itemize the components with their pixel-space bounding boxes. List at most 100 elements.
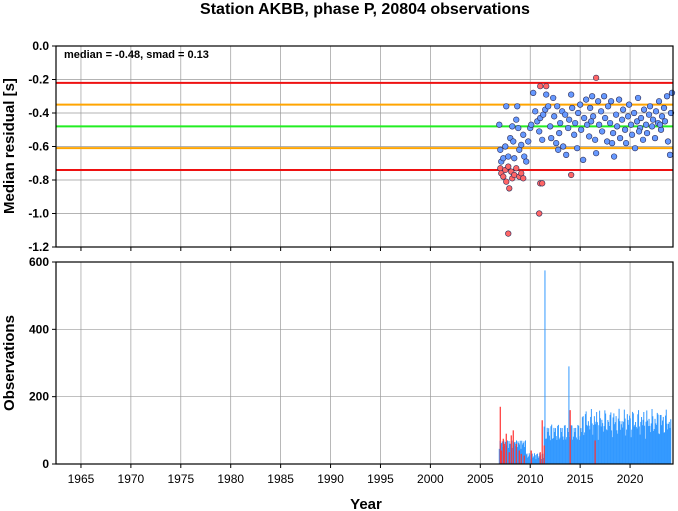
residual-point [510, 138, 517, 145]
observation-bar [663, 432, 665, 464]
observation-bar [576, 439, 578, 464]
observation-bar [584, 414, 586, 464]
observation-bar [644, 438, 646, 464]
observation-bar [567, 432, 569, 464]
observation-bar [650, 423, 652, 464]
residual-point [595, 98, 602, 105]
residual-point [562, 111, 569, 118]
observation-bar [528, 453, 530, 464]
outlier-bar [510, 435, 512, 464]
residual-point [664, 138, 672, 145]
observation-bar [587, 421, 589, 464]
observation-bar [601, 419, 603, 464]
observation-bar [561, 428, 563, 464]
residual-point [605, 103, 612, 110]
outlier-point [513, 165, 520, 172]
residual-panel: 0.0 -0.2 -0.4 -0.6 -0.8 -1.0 -1.2 [28, 39, 676, 254]
outlier-bar [523, 455, 525, 464]
residual-point [497, 146, 504, 153]
residual-point [571, 131, 578, 138]
observation-bar [548, 428, 550, 464]
observation-bar [592, 434, 594, 464]
residual-point [587, 104, 594, 112]
observation-bar [624, 418, 626, 464]
x-tick-label: 2015 [567, 472, 594, 486]
observation-bar [535, 459, 537, 464]
observation-bar [565, 439, 567, 464]
x-tick-label: 2005 [467, 472, 494, 486]
observation-bar [599, 418, 601, 464]
observation-bar [545, 438, 547, 464]
observation-bar [614, 424, 616, 464]
observation-bar [626, 429, 628, 464]
residual-point [630, 109, 638, 117]
observation-bar [583, 435, 585, 464]
observation-bar [533, 456, 535, 464]
observation-bar [558, 439, 560, 464]
outlier-point [536, 210, 543, 217]
observation-bar [543, 426, 545, 464]
observation-bar [646, 410, 648, 464]
x-tick-label: 1995 [367, 472, 394, 486]
observation-bar [598, 425, 600, 464]
residual-point [555, 146, 562, 153]
residual-point [642, 121, 650, 128]
chart-title: Station AKBB, phase P, 20804 observation… [200, 1, 530, 18]
observation-bar [633, 426, 635, 464]
observation-bar [613, 413, 615, 464]
y-tick-label: -0.4 [28, 106, 49, 120]
observation-bar [521, 444, 523, 464]
residual-point [612, 111, 620, 118]
residual-point [565, 124, 572, 132]
observation-bar [584, 432, 586, 464]
observation-bar [513, 442, 515, 464]
residual-point [536, 128, 543, 135]
residual-point [637, 114, 645, 122]
observation-bar [524, 440, 526, 464]
observation-bar [527, 457, 529, 464]
residual-point [520, 131, 527, 138]
observation-bar [635, 422, 637, 464]
observation-bar [602, 423, 604, 464]
residual-point [496, 121, 503, 128]
observation-bar [649, 425, 651, 464]
residual-point [668, 89, 676, 96]
residual-point [518, 141, 525, 148]
observation-bar [557, 425, 559, 464]
observation-bar [611, 437, 613, 464]
observation-bar [570, 425, 572, 464]
residual-point [556, 130, 563, 137]
observation-bar [593, 424, 595, 464]
residual-point [645, 111, 653, 118]
observation-bar [604, 410, 606, 464]
observation-bar [635, 426, 637, 464]
residual-point [572, 119, 579, 127]
residual-point [583, 96, 590, 103]
observation-bar [647, 426, 649, 464]
residual-point [598, 108, 605, 115]
residual-point [502, 143, 509, 150]
observation-bar [605, 429, 607, 464]
residual-point [628, 131, 636, 138]
x-tick-label: 1970 [118, 472, 145, 486]
observation-bar [514, 441, 516, 464]
residual-point [607, 119, 614, 127]
observation-bar [603, 426, 605, 464]
observation-bar [619, 421, 621, 464]
observation-bar [654, 418, 656, 464]
observation-bar [634, 424, 636, 464]
observation-bar [550, 426, 552, 464]
observation-bar [606, 430, 608, 464]
outlier-bar [508, 452, 510, 464]
residual-point [550, 94, 557, 102]
observation-bar [554, 431, 556, 464]
residual-y-axis-label: Median residual [s] [1, 78, 18, 214]
observation-bar [596, 422, 598, 464]
observation-bar [638, 426, 640, 464]
observation-bar [593, 416, 595, 464]
observation-bar [538, 456, 540, 464]
observation-bar [525, 454, 527, 464]
observation-bar [614, 422, 616, 464]
observation-bar [585, 411, 587, 464]
